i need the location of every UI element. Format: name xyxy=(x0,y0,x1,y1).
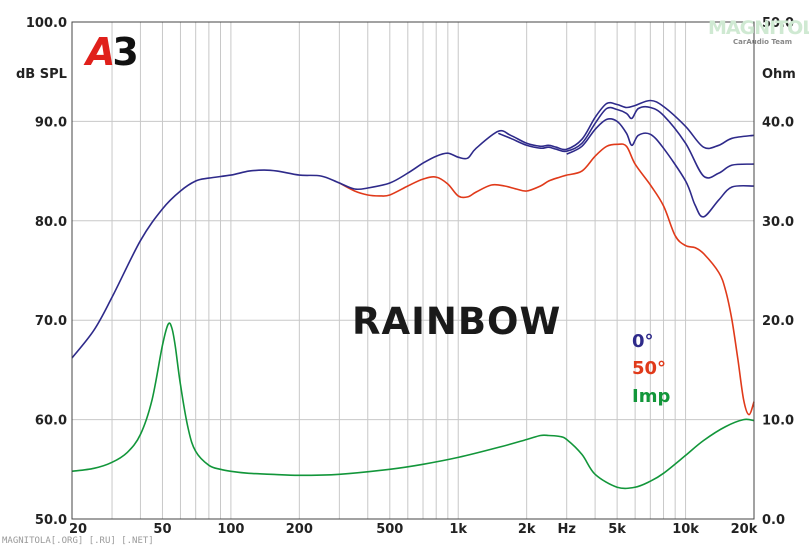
x-tick-label: 10k xyxy=(672,522,699,537)
legend-entry-impedance: Imp xyxy=(632,386,671,407)
y-axis-right-ticks: 0.0 10.0 20.0 30.0 40.0 50.0 xyxy=(762,16,794,528)
series-line-impedance xyxy=(71,322,755,490)
y-tick-left: 90.0 xyxy=(35,115,67,130)
y-tick-left: 70.0 xyxy=(35,314,67,329)
chart-curves xyxy=(71,99,755,490)
series-line-0deg xyxy=(497,106,755,179)
y-tick-right: 30.0 xyxy=(762,215,794,230)
y-tick-right: 0.0 xyxy=(762,513,785,528)
x-axis-unit-label: Hz xyxy=(557,522,575,537)
x-tick-label: 100 xyxy=(217,522,244,537)
y-tick-right: 10.0 xyxy=(762,414,794,429)
x-tick-label: 20k xyxy=(731,522,758,537)
legend-entry-on-axis: 0° xyxy=(632,331,654,352)
footer-watermark: MAGNITOLA[.ORG] [.RU] [.NET] xyxy=(2,536,154,546)
y-tick-left: 60.0 xyxy=(35,414,67,429)
y-tick-left: 50.0 xyxy=(35,513,67,528)
x-tick-label: 2k xyxy=(518,522,536,537)
chart-grid xyxy=(71,21,755,520)
y-axis-left-ticks: 50.0 60.0 70.0 80.0 90.0 100.0 xyxy=(26,16,67,528)
x-tick-label: 50 xyxy=(153,522,171,537)
y-axis-left-label: dB SPL xyxy=(16,67,67,82)
x-tick-label: 20 xyxy=(69,522,87,537)
series-line-0deg xyxy=(71,99,755,359)
brand-name: MAGNITOLA xyxy=(708,17,809,39)
x-tick-label: 500 xyxy=(376,522,403,537)
y-tick-left: 80.0 xyxy=(35,215,67,230)
magnitola-logo: MAGNITOLA CarAudio Team xyxy=(708,17,809,46)
x-axis-ticks: 20 50 100 200 500 1k 2k 5k 10k 20k xyxy=(69,522,758,537)
y-tick-left: 100.0 xyxy=(26,16,67,31)
y-tick-right: 50.0 xyxy=(762,16,794,31)
series-line-0deg xyxy=(566,118,755,218)
a3-logo: A3 xyxy=(86,30,139,74)
brand-subtitle: CarAudio Team xyxy=(733,38,792,46)
chart-title: RAINBOW xyxy=(352,300,562,343)
y-tick-right: 40.0 xyxy=(762,115,794,130)
y-tick-right: 20.0 xyxy=(762,314,794,329)
x-tick-label: 200 xyxy=(286,522,313,537)
x-tick-label: 5k xyxy=(608,522,626,537)
legend-entry-off-axis: 50° xyxy=(632,358,667,379)
series-line-50deg xyxy=(339,143,755,416)
y-axis-right-label: Ohm xyxy=(762,67,796,82)
x-tick-label: 1k xyxy=(449,522,467,537)
plot-frame xyxy=(71,21,755,520)
